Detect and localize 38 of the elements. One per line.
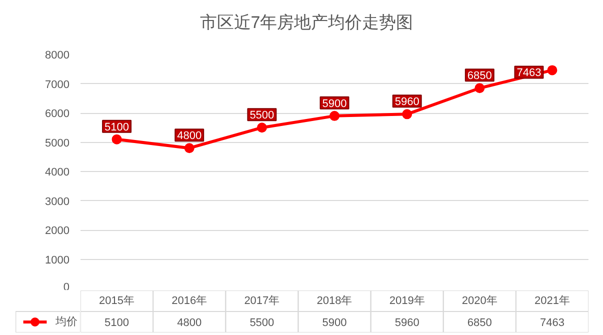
- text: 5100: [104, 121, 130, 134]
- text: 5500: [250, 110, 274, 122]
- x-tick-label: 2020年: [462, 295, 498, 307]
- text: 6850: [467, 70, 492, 82]
- data-label: 6850: [467, 317, 492, 329]
- data-label: 5500: [250, 317, 274, 329]
- point: [547, 65, 558, 76]
- data-label: 7463: [540, 317, 564, 329]
- point: [474, 83, 485, 94]
- y-tick-label: 6000: [45, 108, 70, 120]
- y-tick-label: 5000: [45, 137, 70, 150]
- x-tick-label: 2019年: [389, 295, 425, 307]
- y-tick-label: 3000: [45, 196, 70, 208]
- y-tick-label: 1000: [45, 254, 70, 266]
- chart-title: 市区近7年房地产均价走势图: [200, 12, 414, 34]
- x-tick-label: 2015年: [99, 295, 135, 307]
- x-tick-label: 2021年: [534, 295, 570, 307]
- point: [184, 143, 194, 154]
- text: 5900: [322, 98, 347, 110]
- text: 4800: [177, 130, 202, 142]
- legend-label: 均价: [54, 316, 78, 328]
- y-tick-label: 2000: [45, 225, 70, 237]
- point: [112, 134, 122, 144]
- point: [256, 122, 267, 133]
- x-tick-label: 2018年: [316, 295, 352, 307]
- data-label: 5960: [394, 317, 420, 329]
- y-tick-label: 4000: [45, 166, 70, 178]
- point: [402, 109, 412, 120]
- data-label: 4800: [177, 317, 202, 329]
- y-tick-label: 8000: [45, 50, 70, 62]
- point: [330, 110, 340, 121]
- x-tick-label: 2017年: [244, 295, 280, 307]
- y-tick-label: 7000: [45, 78, 70, 91]
- text: 7463: [516, 67, 542, 80]
- data-label: 5100: [104, 317, 130, 329]
- text: 5960: [394, 96, 420, 108]
- data-label: 5900: [322, 317, 347, 329]
- x-tick-label: 2016年: [172, 295, 208, 307]
